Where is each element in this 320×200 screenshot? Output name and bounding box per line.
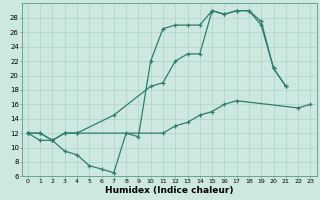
- X-axis label: Humidex (Indice chaleur): Humidex (Indice chaleur): [105, 186, 233, 195]
